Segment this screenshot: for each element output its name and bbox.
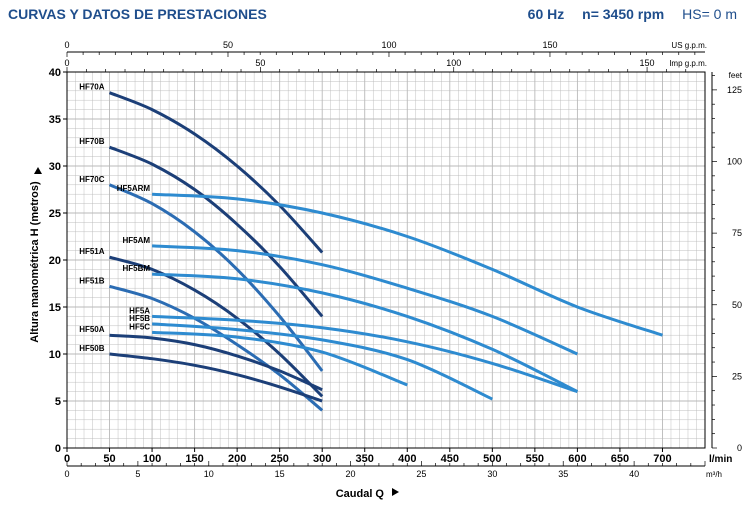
series-label-hf5bm: HF5BM	[123, 264, 151, 273]
x-tick-label: 600	[568, 453, 586, 465]
series-curves	[108, 91, 663, 412]
m3h-tick-label: 25	[416, 469, 426, 479]
series-label-hf70a: HF70A	[79, 83, 105, 92]
x-tick-label: 650	[611, 453, 629, 465]
feet-unit-label: feet	[729, 71, 743, 80]
y-tick-label: 25	[49, 208, 61, 220]
y-tick-label: 5	[55, 396, 61, 408]
series-curve-hf50a	[109, 333, 323, 392]
x-tick-label: 50	[103, 453, 115, 465]
x-axis-arrow-icon	[392, 488, 399, 496]
series-label-hf5b: HF5B	[129, 314, 150, 323]
m3h-tick-label: 40	[629, 469, 639, 479]
y-tick-label: 0	[55, 443, 61, 455]
grid	[66, 71, 706, 449]
y-tick-label: 10	[49, 349, 61, 361]
series-curve-hf51a	[109, 255, 324, 398]
y-tick-label: 15	[49, 302, 61, 314]
series-curve-hf5am	[152, 244, 579, 356]
x-tick-label: 350	[356, 453, 374, 465]
impgpm-tick-label: 100	[446, 58, 461, 68]
series-curve-hf5arm	[152, 192, 663, 337]
y-tick-label: 35	[49, 114, 61, 126]
series-label-hf51b: HF51B	[79, 276, 105, 285]
feet-tick-label: 50	[732, 300, 742, 310]
series-labels: HF70A HF70B HF70C HF51A HF51B HF50A HF50B HF5AR…	[79, 83, 150, 353]
usgpm-tick-label: 0	[64, 40, 69, 50]
impgpm-tick-label: 150	[640, 58, 655, 68]
series-label-hf5am: HF5AM	[123, 236, 151, 245]
series-label-hf5arm: HF5ARM	[117, 184, 151, 193]
x-tick-label: 250	[270, 453, 288, 465]
series-label-hf70b: HF70B	[79, 137, 105, 146]
x-tick-label: 500	[483, 453, 501, 465]
series-curve-hf5bm	[152, 272, 579, 393]
feet-tick-label: 100	[727, 157, 742, 167]
impgpm-tick-label: 50	[255, 58, 265, 68]
m3h-tick-label: 0	[64, 469, 69, 479]
x-unit-label: l/min	[709, 454, 732, 465]
series-curve-hf51b	[109, 284, 324, 412]
series-curve-hf5c	[152, 330, 408, 387]
axes: 0 50 100 150 200 250 300 350 400 450 500 550 600 650 7…	[49, 40, 743, 479]
impgpm-unit-label: Imp g.p.m.	[669, 59, 707, 68]
m3h-tick-label: 15	[275, 469, 285, 479]
x-tick-label: 300	[313, 453, 331, 465]
x-tick-label: 0	[64, 453, 70, 465]
series-label-hf70c: HF70C	[79, 175, 105, 184]
speed-label: n= 3450 rpm	[582, 6, 665, 22]
hs-label: HS= 0 m	[682, 6, 737, 22]
feet-tick-label: 25	[732, 371, 742, 381]
y-tick-label: 20	[49, 255, 61, 267]
series-curve-hf70c	[108, 183, 324, 372]
x-tick-label: 450	[441, 453, 459, 465]
usgpm-tick-label: 150	[542, 40, 557, 50]
series-curve-hf50b	[109, 352, 323, 403]
m3h-unit-label: m³/h	[706, 470, 722, 479]
x-tick-label: 200	[228, 453, 246, 465]
m3h-tick-label: 10	[204, 469, 214, 479]
series-label-hf50a: HF50A	[79, 325, 105, 334]
x-axis-title: Caudal Q	[336, 488, 385, 500]
series-curve-hf70a	[108, 91, 324, 254]
operating-conditions: 60 Hz n= 3450 rpm HS= 0 m	[514, 6, 737, 22]
feet-tick-label: 75	[732, 228, 742, 238]
x-tick-label: 150	[185, 453, 203, 465]
series-label-hf5c: HF5C	[129, 322, 150, 331]
x-tick-label: 700	[653, 453, 671, 465]
impgpm-tick-label: 0	[64, 58, 69, 68]
y-axis-title: Altura manométrica H (metros)	[29, 181, 41, 343]
x-tick-label: 100	[143, 453, 161, 465]
feet-tick-label: 0	[737, 443, 742, 453]
m3h-tick-label: 30	[487, 469, 497, 479]
x-tick-label: 400	[398, 453, 416, 465]
m3h-tick-label: 5	[135, 469, 140, 479]
y-tick-label: 30	[49, 161, 61, 173]
usgpm-unit-label: US g.p.m.	[671, 41, 707, 50]
series-curve-hf70b	[108, 145, 324, 318]
usgpm-tick-label: 50	[223, 40, 233, 50]
x-tick-label: 550	[526, 453, 544, 465]
frequency-label: 60 Hz	[527, 6, 565, 22]
series-label-hf50b: HF50B	[79, 344, 105, 353]
feet-tick-label: 125	[727, 85, 742, 95]
series-label-hf5a: HF5A	[129, 306, 150, 315]
y-axis-arrow-icon	[34, 167, 42, 174]
page-title: CURVAS Y DATOS DE PRESTACIONES	[8, 6, 267, 22]
series-label-hf51a: HF51A	[79, 247, 105, 256]
series-curve-hf5a	[152, 314, 578, 394]
usgpm-tick-label: 100	[381, 40, 396, 50]
y-tick-label: 40	[49, 67, 61, 79]
series-curve-hf5b	[151, 322, 493, 401]
m3h-tick-label: 35	[558, 469, 568, 479]
m3h-tick-label: 20	[346, 469, 356, 479]
